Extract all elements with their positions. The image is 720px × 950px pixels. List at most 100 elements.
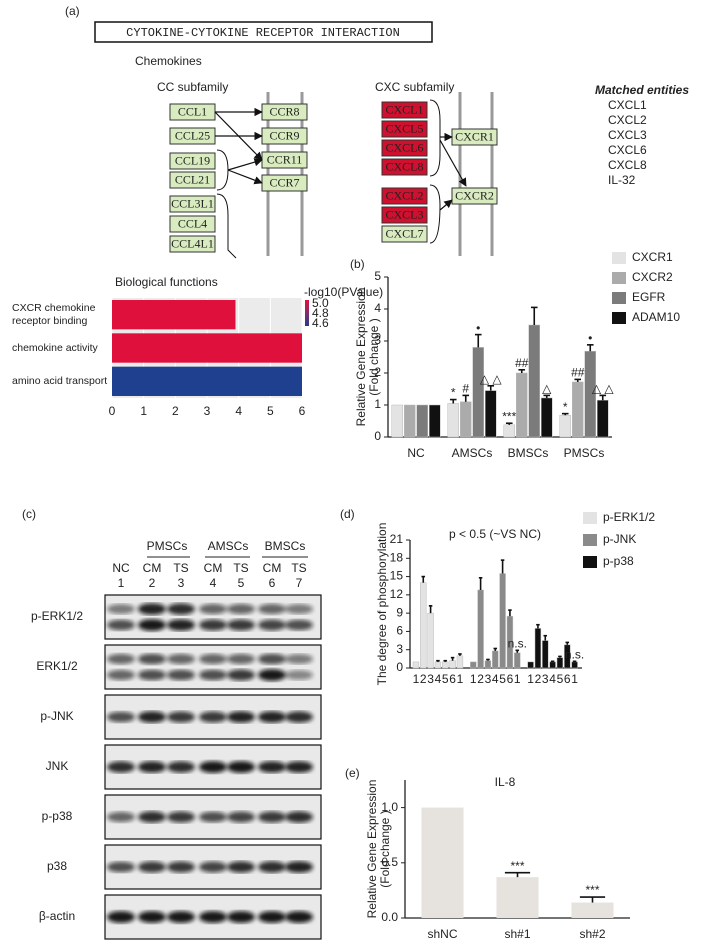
cc-ligand [169,152,216,170]
bar [516,372,528,438]
chart-title: p < 0.5 (~VS NC) [449,527,541,541]
blot-band [258,811,286,823]
blot-band [199,653,227,665]
panel-label: (b) [350,257,365,271]
blot-band [107,711,135,723]
cc-receptor-label: CCR8 [269,104,299,118]
x-tick-label: 2 [420,672,427,686]
colorbar-tick-label: 4.8 [312,306,329,320]
blot-band [167,761,195,773]
x-tick-label: shNC [427,927,457,941]
bar [442,661,449,669]
y-tick-label: 6 [396,624,403,638]
bar [571,902,614,918]
y-tick-label: 0.5 [381,855,398,869]
blot-band [227,761,255,773]
legend-label: ADAM10 [632,310,680,324]
blot-band [199,911,227,923]
matched-title: Matched entities [595,83,689,97]
blot-band [167,603,195,615]
error-bar [586,344,594,352]
blot-band [258,761,286,773]
panel-label: (a) [65,4,80,18]
error-bar [543,394,551,398]
y-tick-label: 12 [390,587,404,601]
blot-band [285,761,313,773]
bar [556,657,564,669]
annotation: # [462,382,469,396]
bracket [216,149,229,191]
panel-label: (d) [340,507,355,521]
arrow [439,139,467,187]
x-tick-label: 3 [427,672,434,686]
blot-band [285,619,313,631]
error-bar [450,656,455,661]
bar [514,652,521,669]
lane-number: 6 [269,576,276,590]
group-label: BMSCs [265,539,306,553]
bar [416,404,428,438]
x-tick-label: AMSCs [452,446,493,460]
annotation: △ [542,382,552,396]
error-bar [436,659,440,662]
blot-band [138,861,166,873]
bar [420,582,427,669]
x-tick-label: sh#2 [579,927,605,941]
matched-entity: IL-32 [608,173,636,187]
lane-number: 7 [296,576,303,590]
error-bar [508,609,512,617]
blot-band [167,811,195,823]
arrow [227,158,263,171]
x-tick-label: 6 [299,404,306,418]
lane-label: CM [204,561,223,575]
matched-entity: CXCL8 [608,158,647,172]
blot-band [107,911,135,923]
cc-ligand-label: CCL4 [178,216,207,230]
x-tick-label: 0 [109,404,116,418]
blot-band [199,861,227,873]
x-tick-label: 2 [535,672,542,686]
cxc-ligand [381,225,428,243]
cc-ligand-label: CCL21 [175,172,210,186]
y-tick-label: 1 [374,397,381,411]
blot-band [258,669,286,681]
bar [484,660,492,669]
y-tick-label: 0 [374,429,381,443]
blot-band [285,811,313,823]
blot-band [167,711,195,723]
bar [412,661,420,669]
legend-swatch [583,556,597,568]
lane-number: 5 [238,576,245,590]
legend-label: EGFR [632,290,666,304]
bar [112,300,236,330]
cc-receptor-label: CCR9 [269,128,299,142]
error-bar [565,641,570,645]
error-bar [518,368,526,373]
bar [528,324,540,438]
bracket [216,193,237,259]
x-tick-label: sh#1 [504,927,530,941]
colorbar-tick-label: 4.6 [312,316,329,330]
bar [571,661,578,669]
error-bar [486,658,490,661]
row-label: p-JNK [40,709,73,723]
cxc-ligand [381,206,428,224]
bar [429,404,441,438]
cc-ligand-label: CCL4L1 [171,236,214,250]
x-tick-label: 1 [470,672,477,686]
matched-entity: CXCL1 [608,98,647,112]
error-bar [561,412,569,416]
bar [572,381,584,438]
annotation: n.s. [565,647,584,661]
matched-entity: CXCL6 [608,143,647,157]
blot-band [199,711,227,723]
blot-band [167,653,195,665]
matched-entity: CXCL2 [608,113,647,127]
lane-number: 1 [118,576,125,590]
error-bar [421,575,426,583]
annotation: n.s. [508,636,527,650]
cxc-ligand [381,120,428,138]
y-axis-label: Relative Gene Expression [354,288,368,427]
panel-label: (e) [345,766,360,780]
error-bar [478,576,483,590]
